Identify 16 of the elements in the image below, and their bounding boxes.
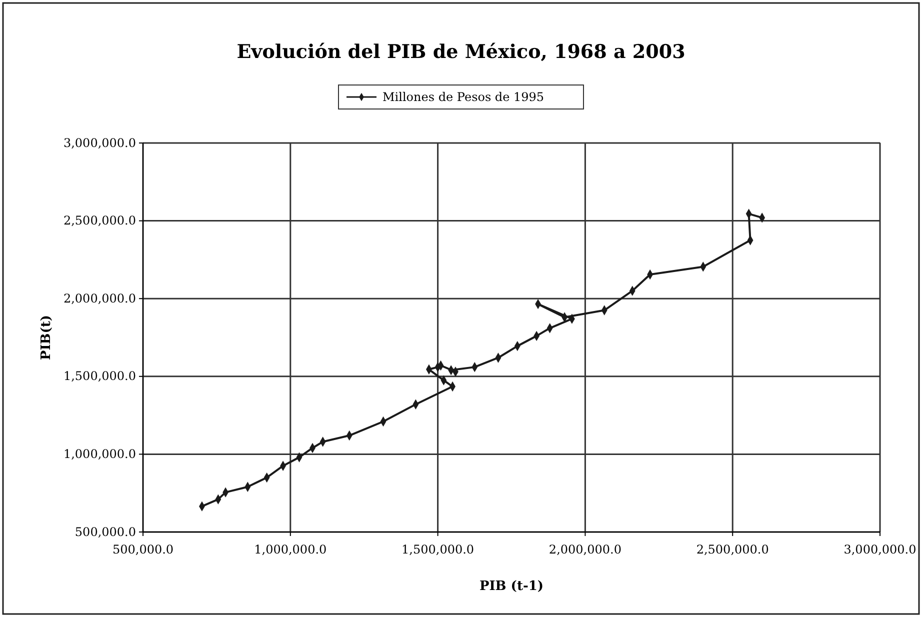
x-tick-label: 1,500,000.0 xyxy=(402,542,474,556)
y-tick-label: 1,500,000.0 xyxy=(63,369,136,384)
x-tick-label: 2,000,000.0 xyxy=(548,542,622,556)
y-tick-label: 500,000.0 xyxy=(74,524,136,539)
y-tick-label: 3,000,000.0 xyxy=(63,136,136,150)
legend-label: Millones de Pesos de 1995 xyxy=(382,90,544,104)
y-tick-label: 1,000,000.0 xyxy=(63,447,136,462)
y-tick-label: 2,500,000.0 xyxy=(63,214,136,228)
chart-title: Evolución del PIB de México, 1968 a 2003 xyxy=(236,41,686,63)
y-tick-label: 2,000,000.0 xyxy=(63,291,136,306)
x-axis-title: PIB (t-1) xyxy=(479,579,544,594)
y-axis-title: PIB(t) xyxy=(39,314,54,360)
x-tick-label: 3,000,000.0 xyxy=(844,542,916,556)
x-tick-label: 2,500,000.0 xyxy=(696,542,769,556)
x-tick-label: 500,000.0 xyxy=(112,542,174,556)
x-tick-label: 1,000,000.0 xyxy=(254,542,327,556)
